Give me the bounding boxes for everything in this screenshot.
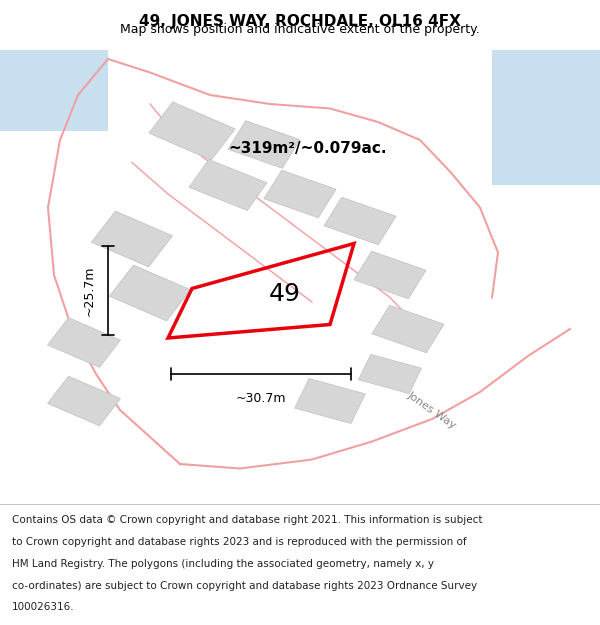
Polygon shape bbox=[91, 211, 173, 267]
Polygon shape bbox=[354, 251, 426, 299]
Polygon shape bbox=[189, 159, 267, 211]
Polygon shape bbox=[372, 305, 444, 352]
Polygon shape bbox=[149, 102, 235, 160]
Text: HM Land Registry. The polygons (including the associated geometry, namely x, y: HM Land Registry. The polygons (includin… bbox=[12, 559, 434, 569]
Polygon shape bbox=[109, 265, 191, 321]
Text: to Crown copyright and database rights 2023 and is reproduced with the permissio: to Crown copyright and database rights 2… bbox=[12, 537, 467, 547]
Polygon shape bbox=[358, 354, 422, 394]
FancyBboxPatch shape bbox=[492, 50, 600, 185]
Polygon shape bbox=[324, 198, 396, 245]
Text: Contains OS data © Crown copyright and database right 2021. This information is : Contains OS data © Crown copyright and d… bbox=[12, 515, 482, 525]
Text: ~30.7m: ~30.7m bbox=[236, 392, 286, 405]
Polygon shape bbox=[228, 121, 300, 168]
Polygon shape bbox=[47, 376, 121, 426]
Polygon shape bbox=[47, 318, 121, 368]
Text: Jones Way: Jones Way bbox=[406, 389, 458, 431]
Text: ~25.7m: ~25.7m bbox=[83, 266, 96, 316]
Text: 49, JONES WAY, ROCHDALE, OL16 4FX: 49, JONES WAY, ROCHDALE, OL16 4FX bbox=[139, 14, 461, 29]
Text: ~319m²/~0.079ac.: ~319m²/~0.079ac. bbox=[228, 141, 386, 156]
Polygon shape bbox=[264, 170, 336, 217]
Text: 100026316.: 100026316. bbox=[12, 602, 74, 612]
Text: 49: 49 bbox=[269, 282, 301, 306]
FancyBboxPatch shape bbox=[0, 50, 108, 131]
Polygon shape bbox=[295, 379, 365, 424]
Text: co-ordinates) are subject to Crown copyright and database rights 2023 Ordnance S: co-ordinates) are subject to Crown copyr… bbox=[12, 581, 477, 591]
Text: Map shows position and indicative extent of the property.: Map shows position and indicative extent… bbox=[120, 23, 480, 36]
